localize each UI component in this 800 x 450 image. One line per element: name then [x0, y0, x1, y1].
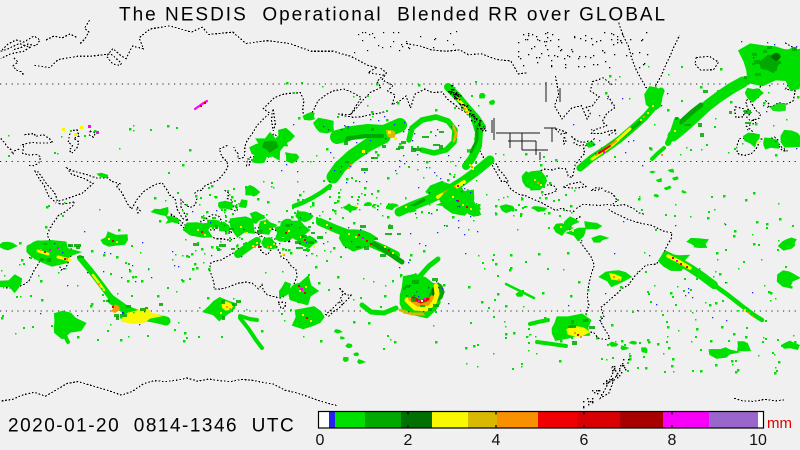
svg-text:mm: mm	[767, 415, 792, 432]
svg-text:10: 10	[749, 432, 767, 449]
svg-text:0: 0	[316, 432, 325, 449]
svg-text:4: 4	[492, 432, 501, 449]
svg-text:2: 2	[404, 432, 413, 449]
svg-text:2020-01-20 0814-1346 UTC: 2020-01-20 0814-1346 UTC	[8, 416, 295, 437]
svg-text:6: 6	[580, 432, 589, 449]
svg-text:The NESDIS Operational Blend: The NESDIS Operational Blended RR over G…	[119, 5, 667, 26]
svg-text:8: 8	[668, 432, 677, 449]
